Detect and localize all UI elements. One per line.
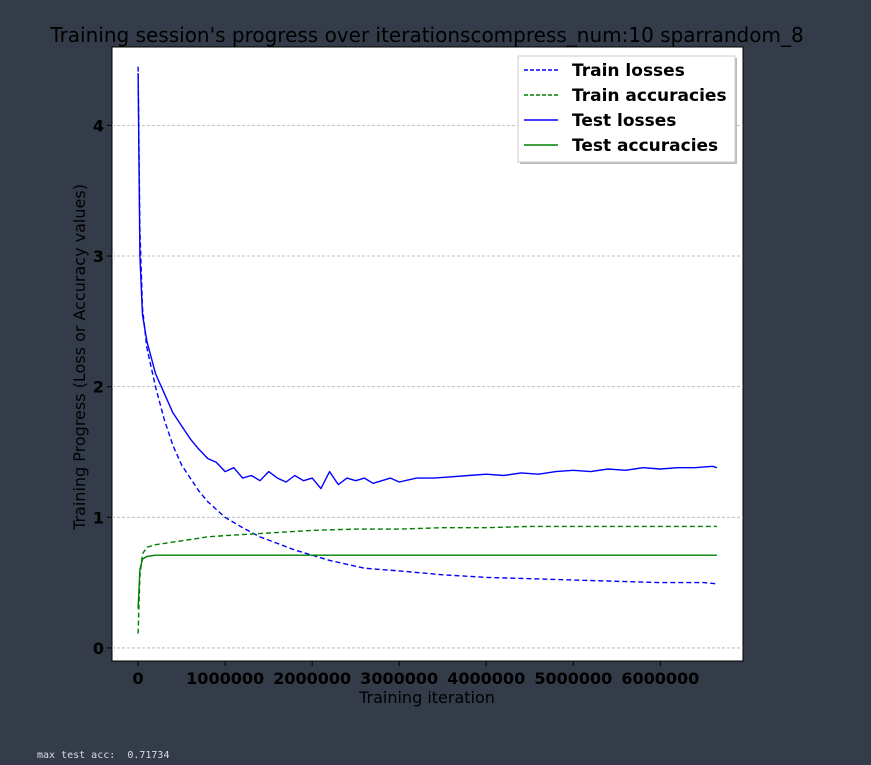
legend-label: Train losses bbox=[572, 61, 685, 81]
legend: Train losses Train accuracies Test losses T… bbox=[517, 55, 737, 164]
series-test-accuracies bbox=[137, 554, 717, 609]
training-progress-chart: 0 1 2 3 4 0 1000000 2000000 3000000 4000000 500000… bbox=[49, 23, 804, 707]
x-tick-label: 3000000 bbox=[360, 669, 438, 688]
series-train-accuracies bbox=[137, 525, 717, 634]
series-train-losses bbox=[137, 66, 717, 585]
y-tick-label: 4 bbox=[93, 116, 104, 135]
x-axis-label: Training iteration bbox=[358, 688, 495, 707]
y-tick-label: 1 bbox=[93, 508, 104, 527]
legend-label: Test losses bbox=[572, 111, 676, 131]
y-tick-label: 2 bbox=[93, 378, 104, 397]
series-test-losses bbox=[137, 73, 718, 490]
legend-label: Test accuracies bbox=[572, 136, 718, 156]
axis-ticks: 0 1 2 3 4 0 1000000 2000000 3000000 4000000 500000… bbox=[93, 116, 699, 688]
x-tick-label: 4000000 bbox=[447, 669, 525, 688]
y-tick-label: 0 bbox=[93, 639, 104, 658]
x-tick-label: 1000000 bbox=[186, 669, 264, 688]
output-label: max test acc: bbox=[37, 750, 116, 761]
x-tick-label: 6000000 bbox=[621, 669, 699, 688]
legend-label: Train accuracies bbox=[572, 86, 727, 106]
chart-title: Training session's progress over iterati… bbox=[49, 23, 803, 47]
y-axis-label: Training Progress (Loss or Accuracy valu… bbox=[70, 184, 89, 531]
series-lines bbox=[137, 66, 718, 634]
x-tick-label: 2000000 bbox=[273, 669, 351, 688]
x-tick-label: 5000000 bbox=[534, 669, 612, 688]
max-test-acc-output: max test acc: 0.71734 bbox=[37, 750, 169, 761]
x-tick-label: 0 bbox=[133, 669, 144, 688]
y-tick-label: 3 bbox=[93, 247, 104, 266]
output-value: 0.71734 bbox=[127, 750, 170, 761]
